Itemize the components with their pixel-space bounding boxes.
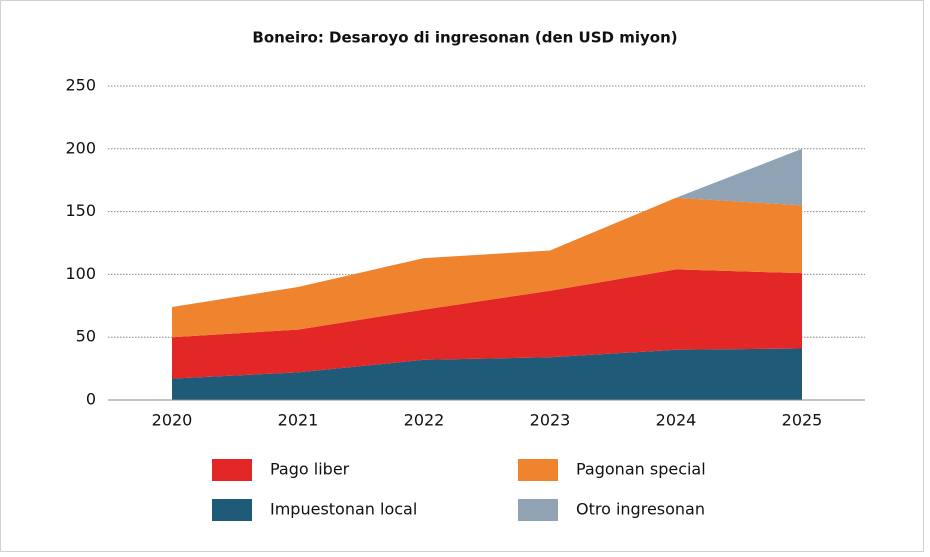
- area: [676, 148, 802, 206]
- legend-swatch: [212, 499, 252, 521]
- chart-title: Boneiro: Desaroyo di ingresonan (den USD…: [252, 29, 677, 47]
- legend-label: Pagonan special: [576, 460, 706, 479]
- x-tick-label: 2024: [656, 411, 697, 430]
- area: [172, 197, 802, 338]
- legend-swatch: [518, 499, 558, 521]
- y-tick-label: 50: [76, 327, 96, 346]
- x-tick-label: 2021: [278, 411, 319, 430]
- x-tick-label: 2025: [782, 411, 823, 430]
- area: [172, 269, 802, 379]
- y-tick-label: 0: [86, 390, 96, 409]
- x-tick-label: 2022: [404, 411, 445, 430]
- legend-label: Impuestonan local: [270, 500, 417, 519]
- area: [172, 348, 802, 400]
- legend-label: Otro ingresonan: [576, 500, 705, 519]
- y-tick-label: 250: [65, 76, 96, 95]
- y-tick-label: 200: [65, 138, 96, 157]
- x-tick-label: 2020: [152, 411, 193, 430]
- legend-swatch: [212, 459, 252, 481]
- legend-swatch: [518, 459, 558, 481]
- legend-label: Pago liber: [270, 460, 350, 479]
- y-tick-label: 100: [65, 264, 96, 283]
- x-tick-label: 2023: [530, 411, 571, 430]
- y-tick-label: 150: [65, 201, 96, 220]
